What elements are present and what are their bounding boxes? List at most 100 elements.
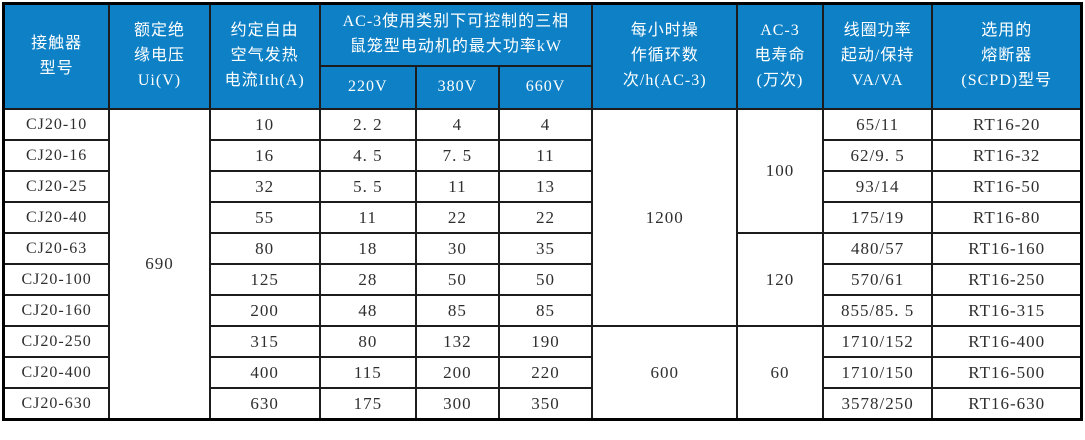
cell-model: CJ20-250 (2, 325, 111, 358)
cell-coil: 1710/150 (821, 356, 934, 389)
cell-p380: 300 (415, 387, 500, 421)
cell-coil: 855/85. 5 (821, 294, 934, 327)
cell-p380: 22 (415, 201, 500, 234)
cell-p660: 13 (497, 170, 594, 203)
cell-p220: 2. 2 (318, 108, 418, 141)
header-cycles-per-hour: 每小时操 作循环数 次/h(AC-3) (591, 2, 739, 110)
cell-model: CJ20-630 (2, 387, 111, 421)
table-row: CJ20-100 125 28 50 50 570/61 RT16-250 (2, 263, 1083, 296)
cell-model: CJ20-160 (2, 294, 111, 327)
cell-p220: 115 (318, 356, 418, 389)
cell-p380: 200 (415, 356, 500, 389)
header-660v: 660V (497, 65, 594, 110)
cell-fuse: RT16-250 (931, 263, 1083, 296)
cell-insulation-voltage: 690 (108, 108, 211, 421)
header-380v: 380V (415, 65, 500, 110)
table-row: CJ20-160 200 48 85 85 855/85. 5 RT16-315 (2, 294, 1083, 327)
table-row: CJ20-16 16 4. 5 7. 5 11 62/9. 5 RT16-32 (2, 139, 1083, 172)
cell-ith: 200 (208, 294, 321, 327)
cell-fuse: RT16-32 (931, 139, 1083, 172)
cell-ith: 630 (208, 387, 321, 421)
cell-p660: 35 (497, 232, 594, 265)
cell-ith: 315 (208, 325, 321, 358)
cell-fuse: RT16-50 (931, 170, 1083, 203)
table-header: 接触器 型号 额定绝 缘电压 Ui(V) 约定自由 空气发热 电流Ith(A) … (2, 2, 1083, 110)
cell-cycles: 1200 (591, 108, 739, 327)
cell-p380: 132 (415, 325, 500, 358)
cell-fuse: RT16-400 (931, 325, 1083, 358)
cell-coil: 3578/250 (821, 387, 934, 421)
table-row: CJ20-250 315 80 132 190 600 60 1710/152 … (2, 325, 1083, 421)
cell-p660: 190 (497, 325, 594, 358)
header-thermal-current: 约定自由 空气发热 电流Ith(A) (208, 2, 321, 110)
cell-p380: 50 (415, 263, 500, 296)
header-fuse-type: 选用的 熔断器 (SCPD)型号 (931, 2, 1083, 110)
cell-life: 60 (736, 325, 824, 421)
cell-coil: 65/11 (821, 108, 934, 141)
cell-p220: 5. 5 (318, 170, 418, 203)
cell-fuse: RT16-315 (931, 294, 1083, 327)
table-row: CJ20-25 32 5. 5 11 13 93/14 RT16-50 (2, 170, 1083, 203)
cell-p220: 175 (318, 387, 418, 421)
cell-coil: 93/14 (821, 170, 934, 203)
cell-p380: 7. 5 (415, 139, 500, 172)
cell-ith: 16 (208, 139, 321, 172)
cell-ith: 32 (208, 170, 321, 203)
cell-model: CJ20-63 (2, 232, 111, 265)
cell-fuse: RT16-630 (931, 387, 1083, 421)
cell-p220: 28 (318, 263, 418, 296)
cell-model: CJ20-400 (2, 356, 111, 389)
table-row: CJ20-40 55 11 22 22 175/19 RT16-80 (2, 201, 1083, 234)
table-row: CJ20-10 690 10 2. 2 4 4 1200 100 65/11 R… (2, 108, 1083, 421)
cell-ith: 400 (208, 356, 321, 389)
cell-fuse: RT16-80 (931, 201, 1083, 234)
cell-cycles: 600 (591, 325, 739, 421)
cell-p380: 30 (415, 232, 500, 265)
contactor-spec-table: 接触器 型号 额定绝 缘电压 Ui(V) 约定自由 空气发热 电流Ith(A) … (2, 2, 1083, 421)
header-insulation-voltage: 额定绝 缘电压 Ui(V) (108, 2, 211, 110)
header-220v: 220V (318, 65, 418, 110)
cell-coil: 1710/152 (821, 325, 934, 358)
cell-coil: 62/9. 5 (821, 139, 934, 172)
table-row: CJ20-630 630 175 300 350 3578/250 RT16-6… (2, 387, 1083, 421)
cell-p220: 4. 5 (318, 139, 418, 172)
cell-p660: 50 (497, 263, 594, 296)
cell-p660: 4 (497, 108, 594, 141)
cell-p660: 22 (497, 201, 594, 234)
cell-coil: 175/19 (821, 201, 934, 234)
cell-life: 100 (736, 108, 824, 234)
cell-coil: 480/57 (821, 232, 934, 265)
table-row: CJ20-63 80 18 30 35 120 480/57 RT16-160 (2, 232, 1083, 327)
cell-model: CJ20-40 (2, 201, 111, 234)
cell-p220: 11 (318, 201, 418, 234)
header-electrical-life: AC-3 电寿命 (万次) (736, 2, 824, 110)
cell-p660: 11 (497, 139, 594, 172)
cell-fuse: RT16-160 (931, 232, 1083, 265)
cell-model: CJ20-25 (2, 170, 111, 203)
header-row-top: 接触器 型号 额定绝 缘电压 Ui(V) 约定自由 空气发热 电流Ith(A) … (2, 2, 1083, 110)
cell-fuse: RT16-20 (931, 108, 1083, 141)
cell-fuse: RT16-500 (931, 356, 1083, 389)
cell-coil: 570/61 (821, 263, 934, 296)
cell-p220: 80 (318, 325, 418, 358)
header-ac3-power-group: AC-3使用类别下可控制的三相 鼠笼型电动机的最大功率kW (318, 2, 594, 67)
cell-model: CJ20-16 (2, 139, 111, 172)
cell-p660: 350 (497, 387, 594, 421)
cell-ith: 80 (208, 232, 321, 265)
cell-p380: 4 (415, 108, 500, 141)
table-row: CJ20-400 400 115 200 220 1710/150 RT16-5… (2, 356, 1083, 389)
table-body: CJ20-10 690 10 2. 2 4 4 1200 100 65/11 R… (2, 108, 1083, 421)
cell-ith: 55 (208, 201, 321, 234)
cell-p380: 85 (415, 294, 500, 327)
header-row-sub: 220V 380V 660V (4, 65, 1082, 110)
cell-p380: 11 (415, 170, 500, 203)
cell-p220: 18 (318, 232, 418, 265)
cell-model: CJ20-10 (2, 108, 111, 141)
cell-ith: 125 (208, 263, 321, 296)
cell-p220: 48 (318, 294, 418, 327)
cell-model: CJ20-100 (2, 263, 111, 296)
cell-p660: 85 (497, 294, 594, 327)
header-model: 接触器 型号 (2, 2, 111, 110)
header-coil-power: 线圈功率 起动/保持 VA/VA (821, 2, 934, 110)
cell-life: 120 (736, 232, 824, 327)
